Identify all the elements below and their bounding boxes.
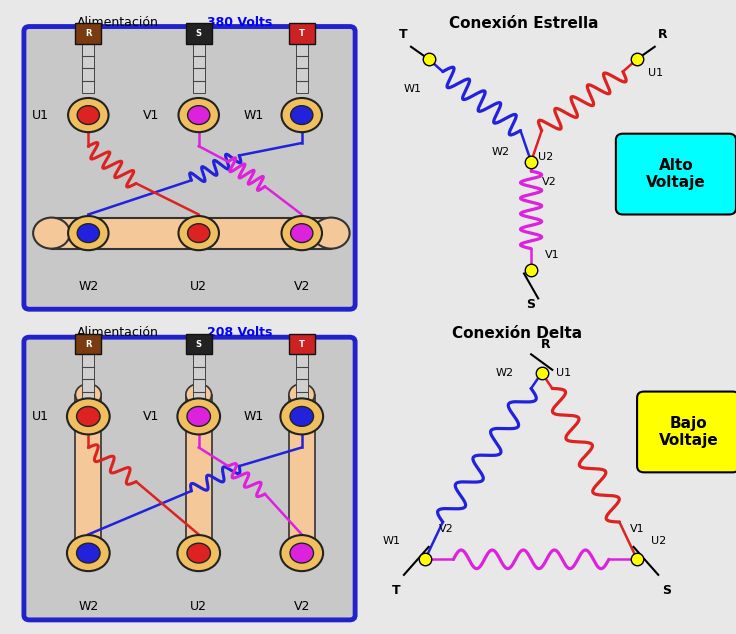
Text: W1: W1: [403, 84, 422, 94]
Text: W2: W2: [492, 147, 510, 157]
Bar: [289, 23, 315, 44]
Circle shape: [75, 384, 101, 406]
Text: Alimentación: Alimentación: [77, 16, 159, 29]
Text: U1: U1: [32, 108, 49, 122]
Text: S: S: [196, 29, 202, 38]
Bar: [82, 354, 94, 404]
Circle shape: [67, 535, 110, 571]
FancyBboxPatch shape: [637, 392, 736, 472]
Text: R: R: [85, 340, 91, 349]
Bar: [289, 394, 315, 559]
Circle shape: [77, 406, 100, 426]
Text: R: R: [540, 338, 550, 351]
Text: U1: U1: [648, 68, 663, 79]
Text: Conexión Delta: Conexión Delta: [452, 327, 582, 341]
Text: W2: W2: [78, 600, 99, 612]
Text: T: T: [299, 29, 305, 38]
Circle shape: [179, 216, 219, 250]
Circle shape: [33, 217, 70, 249]
Circle shape: [187, 543, 210, 563]
Text: V1: V1: [143, 108, 159, 122]
Text: U2: U2: [651, 536, 667, 546]
Circle shape: [313, 217, 350, 249]
Bar: [289, 334, 315, 354]
Bar: [193, 44, 205, 93]
Circle shape: [290, 406, 314, 426]
Text: S: S: [526, 299, 536, 311]
Circle shape: [177, 398, 220, 434]
Circle shape: [186, 548, 212, 570]
Text: V1: V1: [630, 524, 645, 534]
Circle shape: [187, 406, 210, 426]
Text: W1: W1: [244, 108, 264, 122]
Text: T: T: [392, 584, 400, 597]
Circle shape: [179, 98, 219, 132]
Text: S: S: [196, 340, 202, 349]
Text: U2: U2: [538, 152, 553, 162]
FancyBboxPatch shape: [616, 134, 736, 214]
Text: T: T: [299, 340, 305, 349]
Circle shape: [282, 98, 322, 132]
Circle shape: [188, 106, 210, 124]
Text: U1: U1: [556, 368, 571, 378]
Bar: [185, 334, 212, 354]
Circle shape: [188, 224, 210, 243]
Bar: [185, 23, 212, 44]
Text: U1: U1: [32, 410, 49, 423]
Circle shape: [186, 384, 212, 406]
Text: W1: W1: [383, 536, 400, 546]
FancyBboxPatch shape: [24, 27, 355, 309]
Text: R: R: [85, 29, 91, 38]
Text: V2: V2: [294, 600, 310, 612]
Circle shape: [291, 106, 313, 124]
Bar: [75, 23, 102, 44]
Circle shape: [280, 398, 323, 434]
Text: V1: V1: [545, 250, 560, 260]
Text: V2: V2: [439, 524, 454, 534]
Circle shape: [290, 543, 314, 563]
FancyBboxPatch shape: [24, 337, 355, 620]
Circle shape: [75, 548, 101, 570]
Text: T: T: [399, 27, 408, 41]
Bar: [75, 394, 102, 559]
Text: U2: U2: [190, 600, 208, 612]
Bar: [82, 44, 94, 93]
Text: 380 Volts: 380 Volts: [207, 16, 272, 29]
Text: V2: V2: [294, 280, 310, 293]
Bar: [75, 334, 102, 354]
Circle shape: [291, 224, 313, 243]
Circle shape: [77, 543, 100, 563]
Text: Alimentación: Alimentación: [77, 327, 159, 339]
Text: Alto
Voltaje: Alto Voltaje: [646, 158, 706, 190]
Bar: [193, 354, 205, 404]
Text: W1: W1: [244, 410, 264, 423]
Circle shape: [280, 535, 323, 571]
Text: Bajo
Voltaje: Bajo Voltaje: [659, 416, 718, 448]
Text: S: S: [662, 584, 670, 597]
Circle shape: [77, 224, 99, 243]
Circle shape: [68, 98, 109, 132]
Circle shape: [177, 535, 220, 571]
Bar: [52, 217, 331, 249]
Text: V2: V2: [542, 177, 556, 187]
Circle shape: [282, 216, 322, 250]
Bar: [185, 394, 212, 559]
Bar: [296, 354, 308, 404]
Text: U2: U2: [190, 280, 208, 293]
Circle shape: [77, 106, 99, 124]
Circle shape: [68, 216, 109, 250]
Text: W2: W2: [78, 280, 99, 293]
Text: Conexión Estrella: Conexión Estrella: [449, 16, 599, 30]
Circle shape: [289, 548, 315, 570]
Text: W2: W2: [495, 368, 514, 378]
Text: R: R: [658, 27, 668, 41]
Circle shape: [67, 398, 110, 434]
Circle shape: [289, 384, 315, 406]
Text: V1: V1: [143, 410, 159, 423]
Bar: [296, 44, 308, 93]
Text: 208 Volts: 208 Volts: [207, 327, 272, 339]
